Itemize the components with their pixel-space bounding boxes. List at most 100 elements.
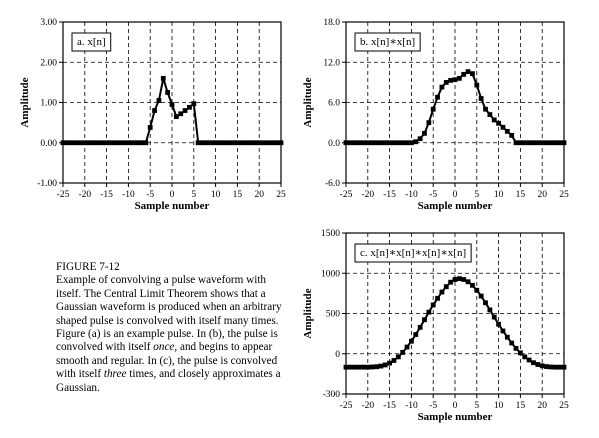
x-axis-label: Sample number	[418, 411, 493, 423]
data-point	[374, 140, 379, 146]
data-point	[369, 364, 375, 370]
data-point	[191, 101, 197, 107]
data-point	[156, 98, 162, 103]
data-point	[230, 140, 236, 146]
data-point	[365, 140, 371, 146]
data-point	[343, 364, 349, 370]
data-point	[343, 140, 349, 146]
panel-label-box	[354, 243, 472, 263]
data-point	[422, 317, 427, 323]
x-tick-label: 20	[537, 401, 547, 411]
x-tick-label: 10	[211, 190, 221, 200]
data-point	[409, 338, 414, 344]
y-tick-label: 3.00	[40, 18, 57, 28]
x-tick-label: 15	[516, 190, 526, 200]
data-point	[169, 102, 175, 107]
data-point	[60, 140, 66, 146]
y-tick-label: 18.0	[323, 18, 340, 28]
data-point	[160, 75, 166, 81]
data-point	[404, 344, 410, 350]
panel-label: b. x[n]∗x[n]	[360, 36, 415, 48]
data-point	[509, 340, 515, 346]
data-point	[426, 309, 432, 315]
data-point	[518, 350, 523, 356]
data-point	[217, 140, 223, 146]
data-point	[121, 140, 127, 146]
data-point	[470, 282, 475, 288]
data-point	[143, 140, 149, 146]
plot-frame	[345, 21, 565, 184]
data-point	[491, 314, 497, 320]
data-point	[112, 140, 118, 146]
y-tick-label: 0.0	[328, 139, 340, 149]
data-point	[356, 364, 362, 370]
data-point	[535, 140, 541, 146]
data-point	[522, 140, 528, 146]
x-tick-label: 5	[474, 401, 479, 411]
data-point	[478, 96, 484, 101]
data-point	[182, 108, 188, 113]
data-point	[274, 140, 280, 146]
figure-label: FIGURE 7-12	[56, 261, 120, 273]
data-point	[139, 140, 144, 146]
x-tick-label: -10	[405, 401, 418, 411]
data-point	[400, 350, 406, 355]
data-point	[417, 324, 423, 330]
data-point	[548, 140, 554, 146]
data-point	[235, 140, 240, 146]
data-point	[130, 140, 136, 146]
data-point	[483, 300, 488, 306]
data-point	[378, 140, 384, 146]
data-point	[104, 140, 109, 146]
data-point	[513, 345, 519, 351]
data-point	[513, 140, 519, 146]
x-tick-label: 25	[559, 401, 569, 411]
data-point	[352, 140, 358, 146]
data-point	[452, 277, 458, 282]
data-point	[539, 140, 545, 146]
x-axis-label: Sample number	[418, 200, 493, 212]
data-point	[522, 354, 528, 360]
data-point	[213, 140, 218, 146]
data-point	[400, 140, 406, 146]
y-tick-label: 12.0	[323, 58, 340, 68]
data-point	[208, 140, 214, 146]
data-point	[369, 140, 375, 146]
data-point	[496, 321, 501, 327]
x-tick-label: 5	[474, 190, 479, 200]
y-tick-label: 1.00	[40, 99, 57, 109]
data-point	[165, 90, 171, 95]
data-point	[147, 125, 153, 130]
data-point	[99, 140, 105, 146]
chart-panel-2: -25 -20 -15 -10 -5 0 5 10 15 20 25 -300 0 500 1000 1500…	[302, 229, 569, 423]
x-tick-label: 0	[453, 401, 458, 411]
data-point	[221, 140, 227, 146]
data-point	[443, 79, 449, 85]
data-point	[391, 358, 397, 363]
data-point	[261, 140, 266, 146]
x-tick-label: 15	[233, 190, 243, 200]
data-point	[557, 364, 563, 370]
plot-frame	[62, 21, 282, 184]
data-point	[204, 140, 210, 146]
x-tick-label: -5	[429, 401, 437, 411]
x-tick-label: 25	[559, 190, 569, 200]
y-axis-label: Amplitude	[302, 77, 314, 127]
data-point	[548, 364, 554, 370]
x-axis-label: Sample number	[135, 200, 210, 212]
x-tick-label: -10	[122, 190, 135, 200]
data-point	[426, 120, 432, 126]
data-point	[435, 94, 440, 100]
data-point	[73, 140, 79, 146]
data-point	[552, 364, 558, 370]
x-tick-label: -25	[340, 190, 353, 200]
data-point	[382, 140, 388, 146]
data-point	[413, 139, 419, 145]
data-point	[243, 140, 249, 146]
data-point	[387, 360, 392, 366]
data-point	[239, 140, 245, 146]
data-point	[430, 302, 436, 308]
data-point	[456, 75, 462, 81]
x-tick-label: 5	[191, 190, 196, 200]
data-point	[448, 77, 454, 83]
